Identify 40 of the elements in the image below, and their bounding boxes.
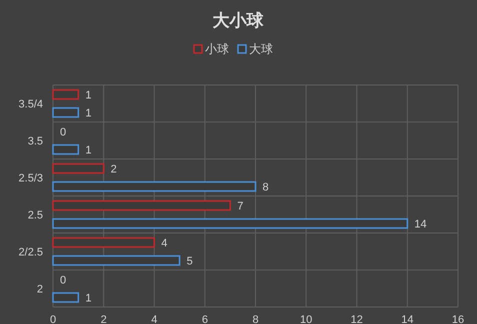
bar	[52, 292, 80, 303]
bar	[52, 89, 80, 100]
y-tick-label: 3.5	[28, 136, 43, 148]
y-tick-label: 3.5/4	[18, 98, 43, 110]
y-tick-label: 2.5	[28, 210, 43, 222]
data-label: 0	[60, 126, 66, 138]
x-tick-label: 4	[151, 314, 158, 324]
x-tick-label: 16	[452, 314, 464, 324]
data-label: 1	[85, 292, 92, 304]
x-tick-label: 6	[202, 314, 208, 324]
legend-label: 小球	[205, 42, 229, 56]
data-label: 8	[262, 182, 269, 194]
bar	[52, 107, 80, 118]
data-label: 4	[161, 238, 168, 250]
bar	[52, 255, 180, 266]
bar	[52, 218, 408, 229]
x-tick-label: 8	[252, 314, 259, 324]
bar	[52, 163, 104, 174]
bar	[52, 200, 231, 211]
bar	[52, 237, 155, 248]
data-label: 14	[414, 218, 427, 230]
data-label: 5	[186, 256, 193, 268]
data-label: 7	[237, 200, 244, 212]
legend-label: 大球	[249, 42, 273, 56]
data-label: 0	[60, 274, 66, 286]
data-label: 1	[85, 108, 92, 120]
x-tick-label: 10	[300, 314, 312, 324]
chart-title: 大小球	[212, 11, 264, 30]
x-tick-label: 2	[100, 314, 107, 324]
data-label: 2	[110, 164, 117, 176]
x-tick-label: 0	[50, 314, 56, 324]
y-tick-label: 2.5/3	[18, 172, 43, 184]
y-tick-label: 2/2.5	[18, 246, 43, 258]
bar	[52, 144, 80, 155]
data-label: 1	[85, 144, 92, 156]
x-tick-label: 12	[350, 314, 363, 324]
x-tick-label: 14	[401, 314, 414, 324]
data-label: 1	[85, 90, 92, 102]
bar	[52, 181, 256, 192]
y-tick-label: 2	[36, 284, 43, 296]
